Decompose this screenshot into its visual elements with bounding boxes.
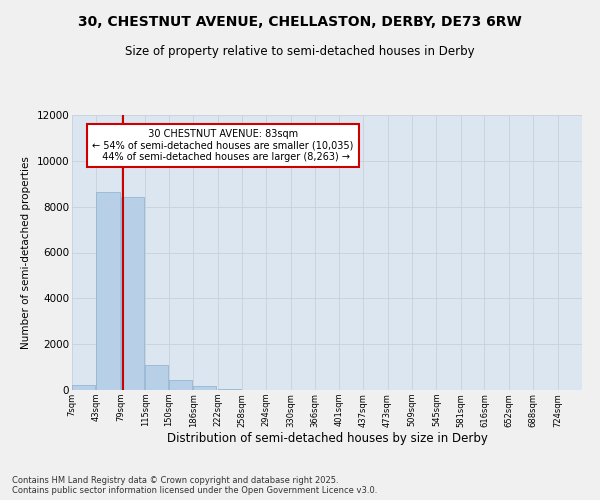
Text: Size of property relative to semi-detached houses in Derby: Size of property relative to semi-detach…	[125, 45, 475, 58]
Bar	[97, 192, 119, 390]
Bar	[169, 380, 192, 390]
X-axis label: Distribution of semi-detached houses by size in Derby: Distribution of semi-detached houses by …	[167, 432, 487, 446]
Text: Contains HM Land Registry data © Crown copyright and database right 2025.
Contai: Contains HM Land Registry data © Crown c…	[12, 476, 377, 495]
Bar	[145, 365, 169, 390]
Text: 30, CHESTNUT AVENUE, CHELLASTON, DERBY, DE73 6RW: 30, CHESTNUT AVENUE, CHELLASTON, DERBY, …	[78, 15, 522, 29]
Bar	[72, 386, 95, 390]
Y-axis label: Number of semi-detached properties: Number of semi-detached properties	[21, 156, 31, 349]
Bar	[193, 386, 217, 390]
Text: 30 CHESTNUT AVENUE: 83sqm  
← 54% of semi-detached houses are smaller (10,035)
 : 30 CHESTNUT AVENUE: 83sqm ← 54% of semi-…	[92, 128, 354, 162]
Bar	[121, 197, 144, 390]
